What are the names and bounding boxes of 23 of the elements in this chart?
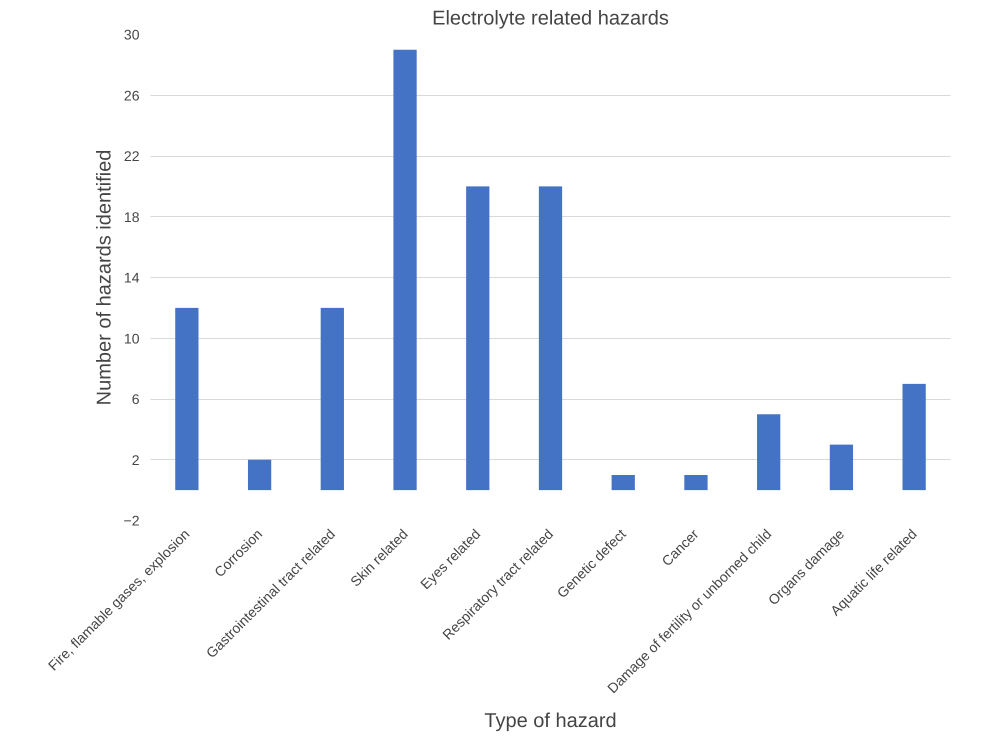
bar	[393, 50, 417, 490]
bar	[466, 186, 490, 490]
y-tick-label: 14	[124, 270, 140, 286]
y-tick-label: 18	[124, 208, 140, 225]
chart-title: Electrolyte related hazards	[432, 8, 669, 30]
bar	[902, 384, 926, 490]
y-tick-label: 10	[124, 330, 140, 346]
y-tick-label: 6	[132, 391, 140, 407]
bar	[684, 474, 708, 490]
y-tick-label: 26	[124, 87, 140, 104]
bar	[538, 186, 562, 490]
bar	[175, 308, 198, 490]
y-axis-title: Number of hazards identified	[94, 150, 116, 406]
y-tick-label: 2	[132, 452, 140, 468]
bar	[248, 460, 272, 490]
y-tick-label: −2	[124, 512, 140, 528]
bar	[757, 414, 780, 490]
bar	[320, 308, 344, 490]
y-tick-label: 30	[124, 26, 140, 42]
y-tick-label: 22	[124, 148, 140, 164]
bar	[830, 444, 854, 490]
bar	[612, 474, 635, 490]
x-axis-title: Type of hazard	[484, 710, 617, 732]
